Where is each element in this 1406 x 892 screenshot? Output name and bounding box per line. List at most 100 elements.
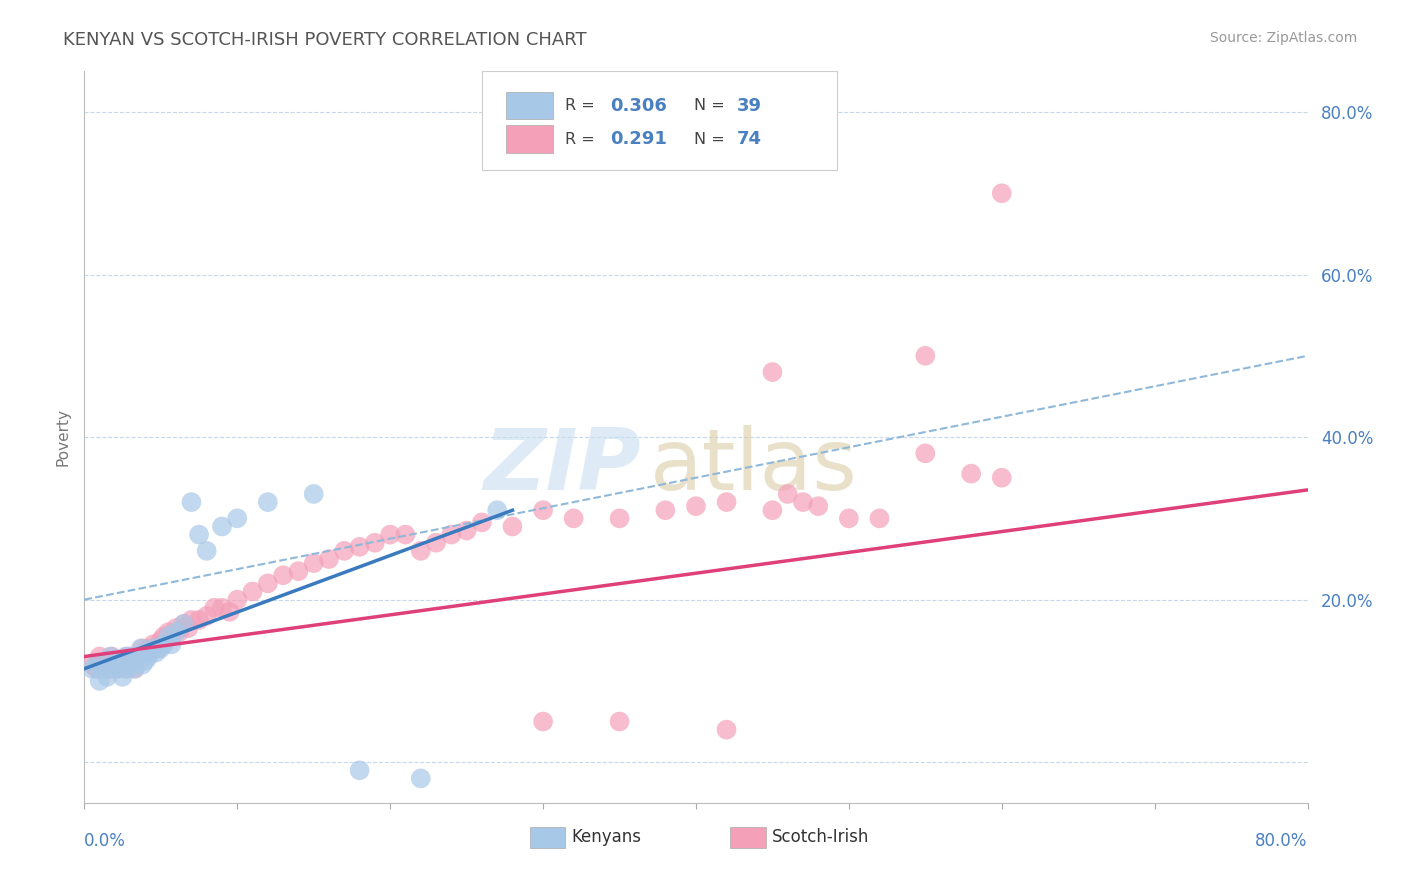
- Point: [122, 657, 145, 672]
- Point: [202, 600, 225, 615]
- Point: [111, 654, 134, 668]
- Point: [211, 600, 233, 615]
- Point: [104, 657, 127, 672]
- Point: [115, 649, 138, 664]
- Text: 80.0%: 80.0%: [1256, 832, 1308, 850]
- Point: [349, 764, 371, 778]
- Point: [685, 499, 707, 513]
- Point: [226, 511, 249, 525]
- Point: [124, 662, 146, 676]
- Point: [149, 633, 172, 648]
- Point: [153, 637, 176, 651]
- Point: [486, 503, 509, 517]
- Point: [86, 657, 108, 672]
- Point: [807, 499, 830, 513]
- Point: [364, 535, 387, 549]
- Point: [131, 641, 153, 656]
- Point: [139, 645, 162, 659]
- FancyBboxPatch shape: [730, 827, 766, 848]
- Text: N =: N =: [693, 132, 730, 147]
- Text: ZIP: ZIP: [484, 425, 641, 508]
- Point: [654, 503, 676, 517]
- Point: [188, 527, 211, 541]
- Point: [80, 662, 103, 676]
- Point: [257, 495, 280, 509]
- Text: 0.291: 0.291: [610, 130, 668, 148]
- Point: [135, 654, 157, 668]
- Point: [716, 723, 738, 737]
- Point: [157, 629, 180, 643]
- Point: [120, 649, 142, 664]
- Point: [91, 662, 114, 676]
- Point: [242, 584, 264, 599]
- Point: [114, 662, 136, 676]
- Point: [195, 608, 218, 623]
- Point: [135, 645, 157, 659]
- Text: 74: 74: [737, 130, 761, 148]
- Point: [394, 527, 416, 541]
- Text: 0.0%: 0.0%: [84, 832, 127, 850]
- Point: [89, 649, 111, 664]
- Point: [271, 568, 294, 582]
- Point: [107, 662, 129, 676]
- Text: atlas: atlas: [650, 425, 858, 508]
- Text: Kenyans: Kenyans: [571, 828, 641, 847]
- Text: N =: N =: [693, 98, 730, 113]
- Point: [531, 714, 554, 729]
- Point: [333, 544, 356, 558]
- Point: [114, 649, 136, 664]
- Point: [562, 511, 585, 525]
- Point: [302, 487, 325, 501]
- Point: [440, 527, 463, 541]
- Point: [138, 649, 160, 664]
- Point: [776, 487, 799, 501]
- Point: [380, 527, 402, 541]
- Point: [96, 654, 118, 668]
- Point: [349, 540, 371, 554]
- Point: [127, 649, 149, 664]
- Point: [409, 772, 432, 786]
- Point: [153, 629, 176, 643]
- Point: [86, 662, 108, 676]
- Point: [409, 544, 432, 558]
- Point: [960, 467, 983, 481]
- FancyBboxPatch shape: [506, 126, 553, 153]
- Point: [716, 495, 738, 509]
- Point: [173, 617, 195, 632]
- Point: [471, 516, 494, 530]
- Point: [425, 535, 447, 549]
- Point: [146, 641, 169, 656]
- Point: [180, 495, 202, 509]
- Y-axis label: Poverty: Poverty: [55, 408, 70, 467]
- Point: [502, 519, 524, 533]
- Point: [173, 617, 195, 632]
- Point: [129, 641, 152, 656]
- FancyBboxPatch shape: [530, 827, 565, 848]
- Point: [91, 657, 114, 672]
- Point: [122, 654, 145, 668]
- Point: [218, 605, 240, 619]
- Point: [257, 576, 280, 591]
- Point: [96, 670, 118, 684]
- Point: [111, 670, 134, 684]
- Point: [165, 621, 187, 635]
- Point: [456, 524, 478, 538]
- Text: KENYAN VS SCOTCH-IRISH POVERTY CORRELATION CHART: KENYAN VS SCOTCH-IRISH POVERTY CORRELATI…: [63, 31, 586, 49]
- Point: [157, 625, 180, 640]
- Point: [177, 621, 200, 635]
- Point: [104, 657, 127, 672]
- Point: [609, 511, 631, 525]
- Point: [609, 714, 631, 729]
- Point: [226, 592, 249, 607]
- Point: [127, 649, 149, 664]
- Point: [124, 662, 146, 676]
- Text: R =: R =: [565, 132, 600, 147]
- Point: [131, 657, 153, 672]
- Point: [138, 641, 160, 656]
- Point: [838, 511, 860, 525]
- Point: [792, 495, 814, 509]
- Point: [145, 645, 167, 659]
- Point: [318, 552, 340, 566]
- Point: [98, 662, 121, 676]
- Point: [101, 662, 124, 676]
